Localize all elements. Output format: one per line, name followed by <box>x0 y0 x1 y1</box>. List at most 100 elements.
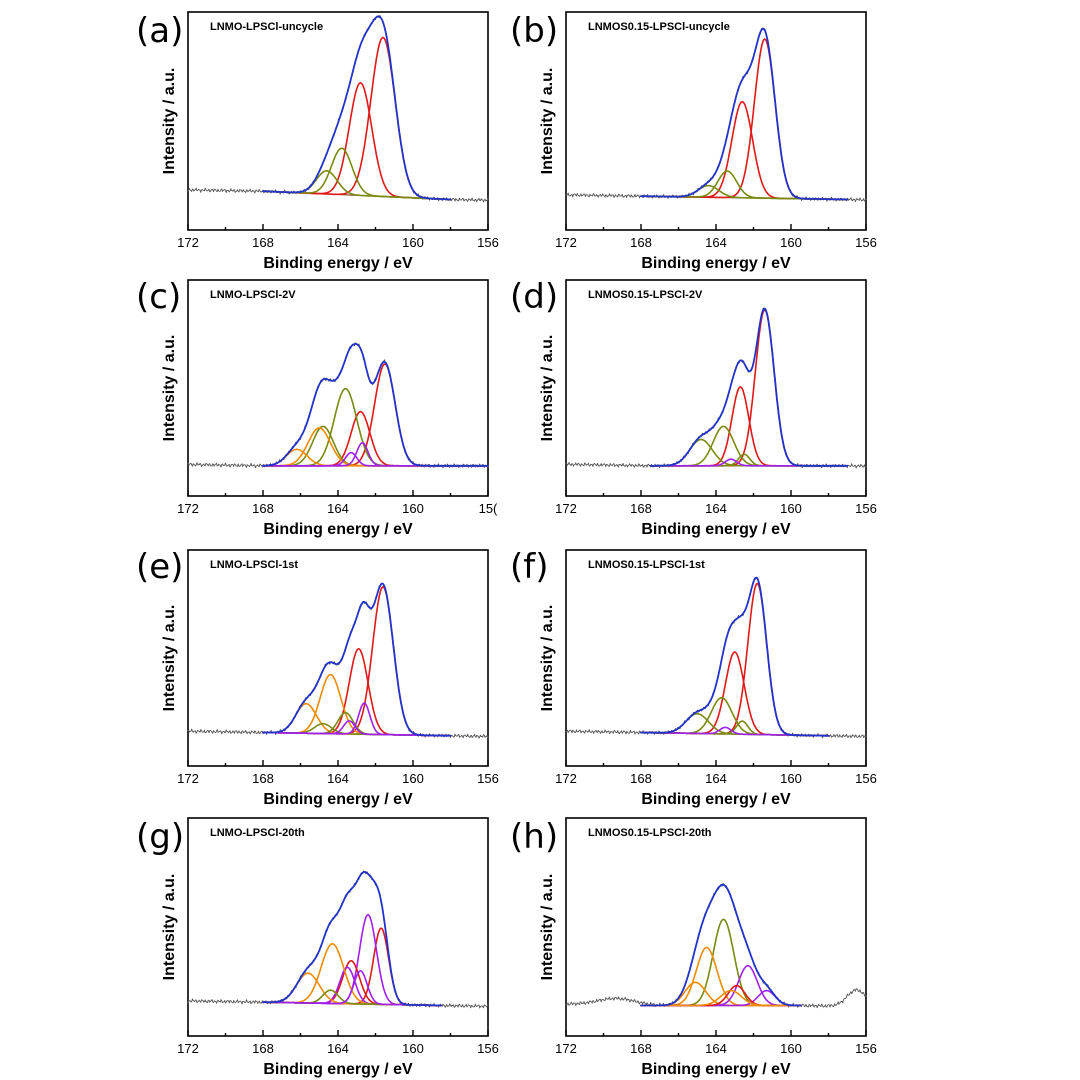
x-tick-label: 160 <box>780 771 802 786</box>
x-tick-label: 172 <box>555 771 577 786</box>
raw-data-line <box>565 883 867 1009</box>
x-tick-label: 156 <box>477 1041 499 1056</box>
fit-component-red <box>262 82 452 201</box>
y-axis-label: Intensity / a.u. <box>161 68 178 175</box>
fit-envelope <box>262 15 452 201</box>
plot-frame <box>565 279 867 497</box>
raw-data-line <box>187 14 489 203</box>
y-axis-label: Intensity / a.u. <box>161 874 178 981</box>
xps-panel: 172 168 164 160 156 Binding energy / eV Intens… <box>510 547 877 808</box>
fit-component-red <box>262 959 442 1007</box>
fit-component-red <box>262 586 452 737</box>
fit-envelope <box>262 343 489 467</box>
fit-envelope <box>640 883 802 1007</box>
sample-label: LNMO-LPSCl-uncycle <box>210 21 323 33</box>
x-axis-label: Binding energy / eV <box>641 255 791 272</box>
panel-letter: (e) <box>136 547 183 587</box>
fit-component-olive <box>262 170 452 201</box>
fit-component-orange <box>262 427 489 467</box>
fit-envelope <box>262 871 442 1007</box>
x-axis-label: Binding energy / eV <box>641 1061 791 1078</box>
fit-component-red <box>640 582 830 737</box>
x-tick-label: 15( <box>479 501 498 516</box>
x-tick-label: 168 <box>630 235 652 250</box>
xps-panel: 172 168 164 160 156 Binding energy / eV Intens… <box>136 817 499 1078</box>
fit-component-red <box>262 410 489 467</box>
x-tick-label: 164 <box>327 235 349 250</box>
xps-panel: 172 168 164 160 156 Binding energy / eV Intens… <box>136 547 499 808</box>
panel-letter: (h) <box>510 817 558 857</box>
fit-component-red <box>262 36 452 201</box>
x-tick-label: 160 <box>402 501 424 516</box>
x-tick-label: 172 <box>177 501 199 516</box>
x-tick-label: 164 <box>327 1041 349 1056</box>
x-axis-label: Binding energy / eV <box>263 791 413 808</box>
x-axis-label: Binding energy / eV <box>641 521 791 538</box>
x-tick-label: 172 <box>555 235 577 250</box>
x-tick-label: 168 <box>252 501 274 516</box>
x-tick-label: 168 <box>252 1041 274 1056</box>
fit-component-red <box>640 100 849 201</box>
x-tick-label: 168 <box>252 235 274 250</box>
panel-letter: (a) <box>136 11 183 51</box>
x-tick-label: 164 <box>327 501 349 516</box>
fit-envelope <box>649 307 849 467</box>
y-axis-label: Intensity / a.u. <box>161 335 178 442</box>
sample-label: LNMOS0.15-LPSCl-20th <box>588 827 712 839</box>
x-tick-label: 156 <box>855 771 877 786</box>
x-tick-label: 160 <box>402 1041 424 1056</box>
x-tick-label: 172 <box>555 1041 577 1056</box>
raw-data-line <box>565 576 867 739</box>
raw-data-line <box>187 582 489 739</box>
fit-envelope <box>262 582 452 737</box>
fit-component-red <box>640 651 830 737</box>
fit-component-red <box>640 38 849 201</box>
xps-panel: 172 168 164 160 156 Binding energy / eV Intens… <box>136 11 499 272</box>
fit-component-red <box>649 309 849 467</box>
x-axis-label: Binding energy / eV <box>641 791 791 808</box>
x-tick-label: 160 <box>780 235 802 250</box>
sample-label: LNMOS0.15-LPSCl-2V <box>588 289 703 301</box>
plot-frame <box>565 817 867 1037</box>
x-tick-label: 156 <box>855 501 877 516</box>
fit-envelope <box>640 576 830 737</box>
x-tick-label: 168 <box>630 1041 652 1056</box>
panel-letter: (b) <box>510 11 558 51</box>
xps-panel: 172 168 164 160 156 Binding energy / eV Intens… <box>510 277 877 538</box>
sample-label: LNMO-LPSCl-1st <box>210 559 298 571</box>
x-tick-label: 156 <box>477 235 499 250</box>
x-tick-label: 156 <box>855 1041 877 1056</box>
x-tick-label: 164 <box>705 1041 727 1056</box>
x-tick-label: 172 <box>177 235 199 250</box>
x-tick-label: 164 <box>705 235 727 250</box>
panel-letter: (f) <box>510 547 549 587</box>
xps-panel: 172 168 164 160 15( Binding energy / eV Intens… <box>136 277 498 538</box>
panel-letter: (g) <box>136 817 184 857</box>
x-tick-label: 160 <box>780 1041 802 1056</box>
x-tick-label: 156 <box>477 771 499 786</box>
x-tick-label: 168 <box>630 771 652 786</box>
x-tick-label: 172 <box>177 771 199 786</box>
y-axis-label: Intensity / a.u. <box>539 335 556 442</box>
fit-component-olive <box>640 918 802 1007</box>
x-tick-label: 172 <box>555 501 577 516</box>
y-axis-label: Intensity / a.u. <box>161 605 178 712</box>
x-tick-label: 156 <box>855 235 877 250</box>
x-axis-label: Binding energy / eV <box>263 1061 413 1078</box>
x-axis-label: Binding energy / eV <box>263 521 413 538</box>
y-axis-label: Intensity / a.u. <box>539 874 556 981</box>
x-tick-label: 168 <box>252 771 274 786</box>
sample-label: LNMO-LPSCl-20th <box>210 827 305 839</box>
x-tick-label: 164 <box>327 771 349 786</box>
raw-data-line <box>565 27 867 203</box>
fit-component-olive <box>640 697 830 737</box>
x-tick-label: 160 <box>780 501 802 516</box>
x-tick-label: 164 <box>705 501 727 516</box>
y-axis-label: Intensity / a.u. <box>539 68 556 175</box>
x-tick-label: 164 <box>705 771 727 786</box>
fit-envelope <box>640 27 849 201</box>
sample-label: LNMOS0.15-LPSCl-uncycle <box>588 21 730 33</box>
x-tick-label: 172 <box>177 1041 199 1056</box>
xps-panel: 172 168 164 160 156 Binding energy / eV Intens… <box>510 817 877 1078</box>
